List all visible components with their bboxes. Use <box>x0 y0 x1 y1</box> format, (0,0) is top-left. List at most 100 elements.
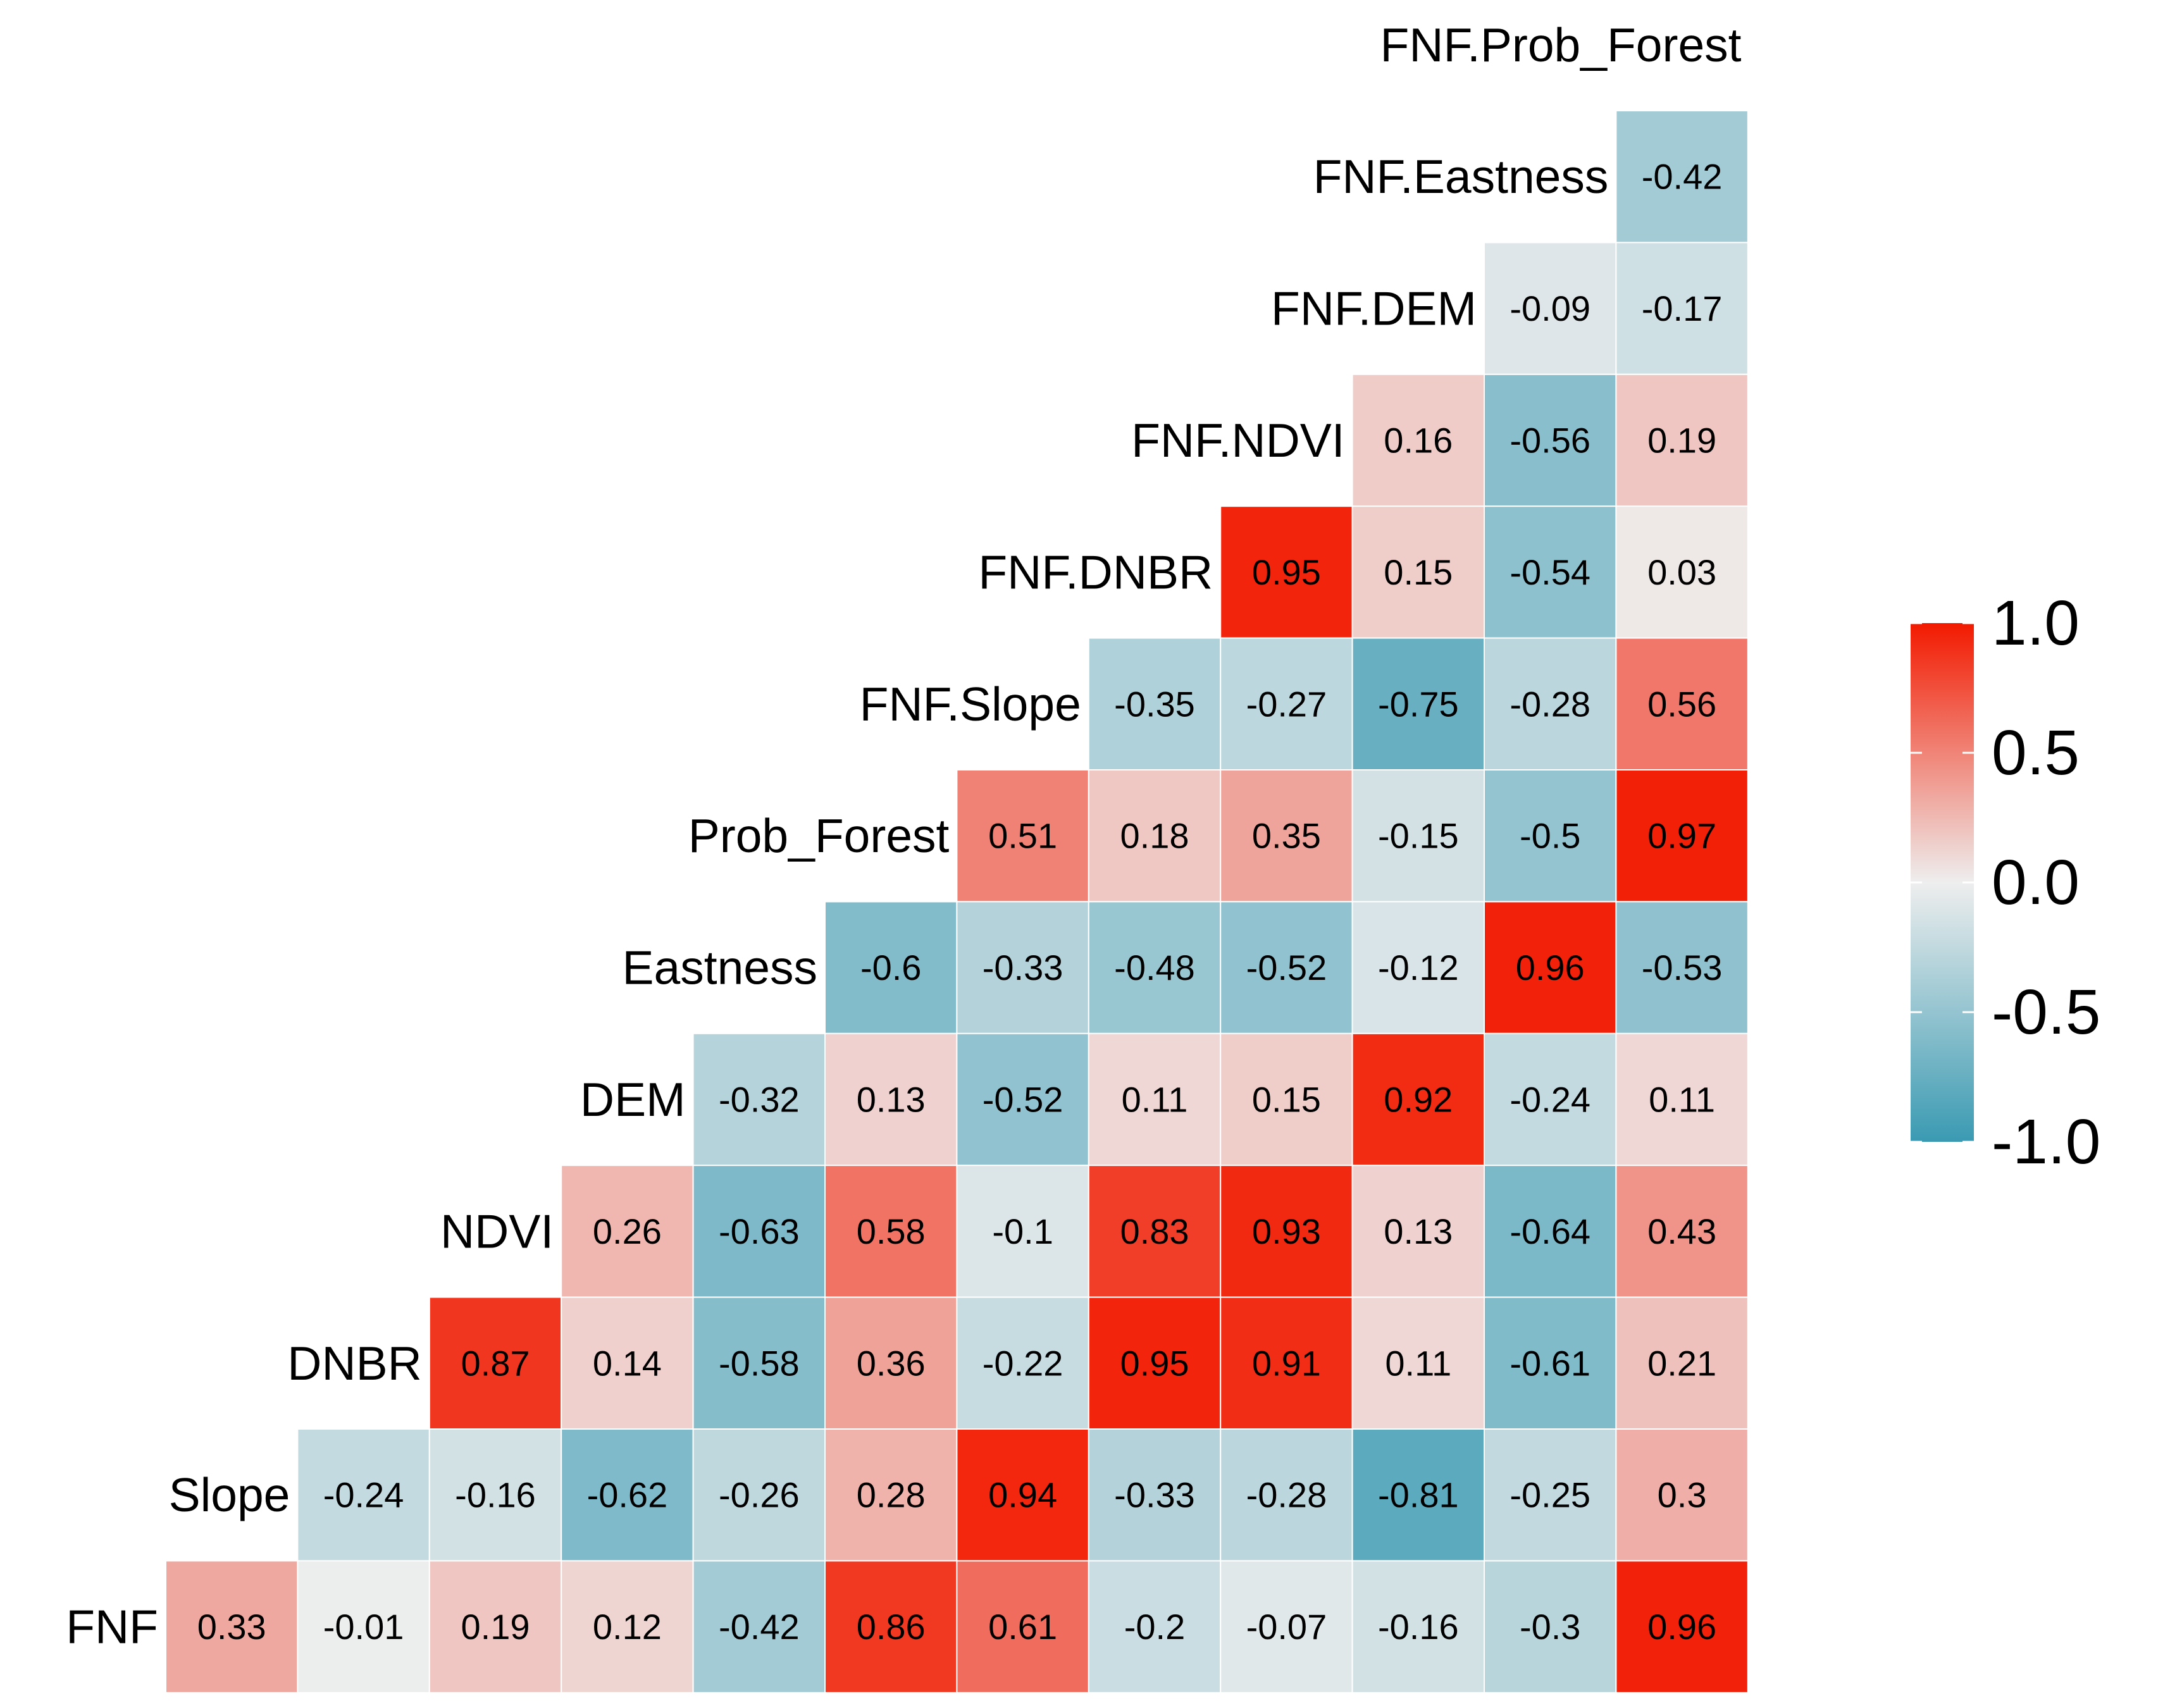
legend-tick-label: -0.5 <box>1992 977 2100 1048</box>
heatmap-cell <box>1615 242 1749 375</box>
heatmap-cell <box>1351 1560 1485 1693</box>
cell-value-label: 0.97 <box>1647 816 1716 856</box>
cell-value-label: -0.15 <box>1378 816 1459 856</box>
heatmap-cell <box>297 1428 430 1562</box>
heatmap-cell <box>1088 769 1222 903</box>
cell-value-label: -0.35 <box>1114 684 1195 724</box>
row-label: FNF <box>66 1600 158 1654</box>
cell-value-label: 0.61 <box>988 1607 1057 1647</box>
row-label: FNF.DEM <box>1271 282 1477 335</box>
cell-value-label: -0.16 <box>1378 1607 1459 1647</box>
heatmap-cell <box>1351 1165 1485 1298</box>
legend-tick-label: 0.5 <box>1992 717 2080 788</box>
cell-value-label: -0.24 <box>1510 1080 1590 1120</box>
cell-value-label: -0.12 <box>1378 948 1459 987</box>
heatmap-cell <box>1484 373 1617 507</box>
cell-value-label: 0.03 <box>1647 552 1716 592</box>
heatmap-cell <box>561 1296 694 1430</box>
cell-value-label: -0.64 <box>1510 1211 1590 1251</box>
cell-value-label: -0.32 <box>719 1080 800 1120</box>
legend-tick-label: 0.0 <box>1992 847 2080 918</box>
heatmap-cell <box>1088 1560 1222 1693</box>
cell-value-label: -0.07 <box>1246 1607 1327 1647</box>
cell-value-label: -0.56 <box>1510 421 1590 461</box>
cell-value-label: -0.1 <box>992 1211 1053 1251</box>
heatmap-cell <box>1615 901 1749 1034</box>
heatmap-cell <box>165 1560 299 1693</box>
cell-value-label: 0.13 <box>1384 1211 1453 1251</box>
legend-tick-label: -1.0 <box>1992 1106 2100 1177</box>
heatmap-cell <box>1615 110 1749 244</box>
heatmap-cell <box>1351 505 1485 639</box>
cell-value-label: 0.28 <box>857 1475 926 1515</box>
cell-value-label: 0.87 <box>461 1343 530 1383</box>
heatmap-cell <box>428 1560 562 1693</box>
cell-value-label: -0.61 <box>1510 1343 1590 1383</box>
cell-value-label: -0.2 <box>1124 1607 1186 1647</box>
heatmap-cell <box>956 1296 1089 1430</box>
cell-value-label: -0.17 <box>1642 288 1723 328</box>
heatmap-cell <box>1484 637 1617 770</box>
heatmap-cell <box>1088 1428 1222 1562</box>
heatmap-cell <box>1615 1296 1749 1430</box>
heatmap-cell <box>1484 242 1617 375</box>
row-label: FNF.Eastness <box>1313 150 1609 203</box>
heatmap-cell <box>428 1296 562 1430</box>
heatmap-cell <box>1484 769 1617 903</box>
row-label: Eastness <box>623 941 818 994</box>
cell-value-label: 0.33 <box>197 1607 266 1647</box>
cell-value-label: -0.28 <box>1246 1475 1327 1515</box>
heatmap-cell <box>824 1165 958 1298</box>
cell-value-label: 0.58 <box>857 1211 926 1251</box>
heatmap-cell <box>1615 637 1749 770</box>
cell-value-label: 0.43 <box>1647 1211 1716 1251</box>
cell-value-label: -0.54 <box>1510 552 1590 592</box>
cell-value-label: 0.92 <box>1384 1080 1453 1120</box>
legend-ticks: 1.0 0.5 0.0 -0.5 -1.0 <box>1911 588 2100 1177</box>
heatmap-cell <box>1351 373 1485 507</box>
cell-value-label: -0.26 <box>719 1475 800 1515</box>
cell-value-label: 0.93 <box>1252 1211 1321 1251</box>
heatmap-cell <box>1351 769 1485 903</box>
color-legend: 1.0 0.5 0.0 -0.5 -1.0 <box>1911 588 2100 1177</box>
cell-value-label: 0.21 <box>1647 1343 1716 1383</box>
heatmap-cell <box>1220 769 1353 903</box>
heatmap-cell <box>1351 637 1485 770</box>
cell-value-label: 0.94 <box>988 1475 1057 1515</box>
cell-value-label: -0.42 <box>1642 157 1723 197</box>
cell-value-label: -0.3 <box>1520 1607 1581 1647</box>
heatmap-cell <box>692 1560 826 1693</box>
heatmap-cell <box>692 1428 826 1562</box>
cell-value-label: -0.25 <box>1510 1475 1590 1515</box>
cell-value-label: 0.11 <box>1122 1080 1188 1120</box>
cell-value-label: -0.5 <box>1520 816 1581 856</box>
cell-value-label: 0.35 <box>1252 816 1321 856</box>
heatmap-cell <box>1615 1428 1749 1562</box>
legend-tick-label: 1.0 <box>1992 588 2080 659</box>
heatmap-cell <box>824 901 958 1034</box>
cell-value-label: 0.11 <box>1385 1343 1451 1383</box>
heatmap-cell <box>428 1428 562 1562</box>
cell-value-label: 0.11 <box>1649 1080 1715 1120</box>
heatmap-cell <box>1484 1032 1617 1167</box>
cell-value-label: 0.95 <box>1252 552 1321 592</box>
cell-value-label: -0.33 <box>983 948 1063 987</box>
heatmap-cell <box>1351 1296 1485 1430</box>
heatmap-cell <box>824 1560 958 1693</box>
row-label: Prob_Forest <box>688 809 950 862</box>
cell-value-label: -0.53 <box>1642 948 1723 987</box>
cell-value-label: -0.81 <box>1378 1475 1459 1515</box>
heatmap-cell <box>692 1296 826 1430</box>
cell-value-label: 0.96 <box>1647 1607 1716 1647</box>
cell-value-label: -0.52 <box>983 1080 1063 1120</box>
cell-value-label: 0.15 <box>1384 552 1453 592</box>
cell-value-label: 0.19 <box>461 1607 530 1647</box>
cell-value-label: -0.33 <box>1114 1475 1195 1515</box>
cell-value-label: 0.18 <box>1120 816 1189 856</box>
heatmap-cell <box>1484 901 1617 1034</box>
heatmap-cell <box>1615 1032 1749 1167</box>
cell-value-label: -0.75 <box>1378 684 1459 724</box>
cell-value-label: 0.16 <box>1384 421 1453 461</box>
heatmap-cell <box>1615 1560 1749 1693</box>
cell-value-label: -0.16 <box>455 1475 536 1515</box>
